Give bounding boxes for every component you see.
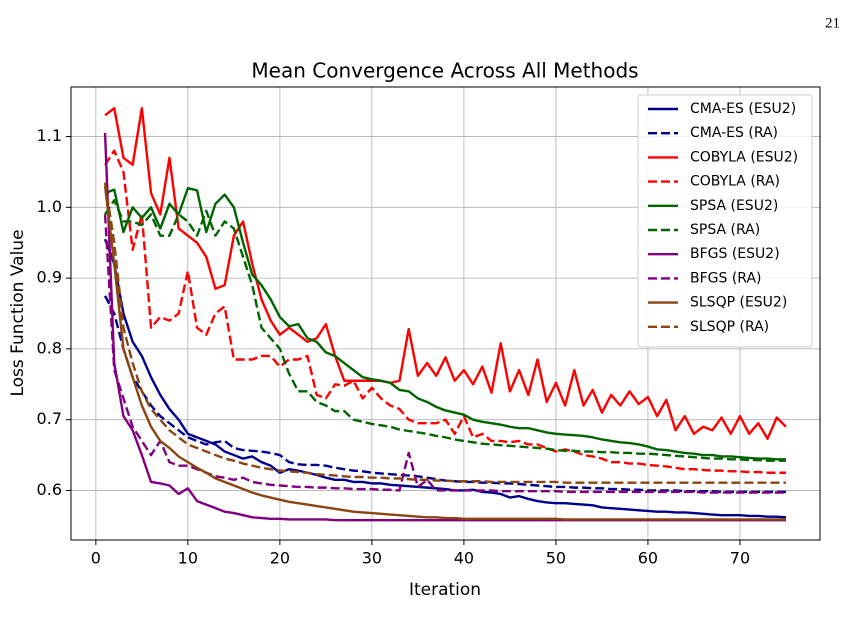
plot-frame (70, 86, 821, 541)
series-line (104, 187, 786, 461)
series-line (103, 214, 786, 494)
legend-label: BFGS (RA) (690, 270, 762, 286)
y-tick-label: 0.9 (37, 268, 62, 287)
x-axis-label: Iteration (409, 580, 481, 600)
y-tick-label: 0.8 (37, 338, 62, 357)
series-line (104, 107, 787, 440)
x-tick-label: 30 (362, 549, 382, 568)
legend-label: CMA-ES (ESU2) (690, 101, 796, 117)
x-tick-label: 70 (730, 549, 750, 568)
x-tick-label: 0 (91, 549, 101, 568)
y-tick-label: 1.1 (37, 126, 62, 145)
legend-box (637, 94, 813, 348)
y-axis-label: Loss Function Value (8, 229, 28, 396)
page-number: 21 (825, 15, 840, 31)
series-line (103, 238, 787, 519)
x-tick-label: 20 (270, 549, 290, 568)
series-line (103, 185, 786, 521)
y-tick-label: 0.6 (37, 480, 62, 499)
x-tick-label: 40 (454, 549, 474, 568)
x-tick-label: 10 (178, 549, 198, 568)
legend-label: SLSQP (RA) (690, 319, 769, 335)
legend-label: BFGS (ESU2) (690, 246, 780, 262)
legend-label: COBYLA (RA) (690, 174, 780, 190)
series-line (103, 295, 786, 494)
legend-label: SLSQP (ESU2) (690, 295, 787, 311)
legend: CMA-ES (ESU2) CMA-ES (RA) COBYLA (ESU2) COB… (637, 94, 813, 348)
series-line (104, 199, 786, 462)
plot-lines (103, 107, 787, 522)
series-line (104, 149, 786, 474)
x-tick-label: 50 (546, 549, 566, 568)
x-tick-label: 60 (638, 549, 658, 568)
legend-label: COBYLA (ESU2) (690, 149, 798, 165)
legend-label: SPSA (RA) (690, 222, 760, 238)
y-tick-label: 0.7 (37, 409, 62, 428)
series-line (103, 182, 786, 484)
y-tick-label: 1.0 (37, 197, 62, 216)
chart-title: Mean Convergence Across All Methods (251, 59, 638, 83)
legend-label: CMA-ES (RA) (690, 125, 778, 141)
legend-label: SPSA (ESU2) (690, 198, 778, 214)
